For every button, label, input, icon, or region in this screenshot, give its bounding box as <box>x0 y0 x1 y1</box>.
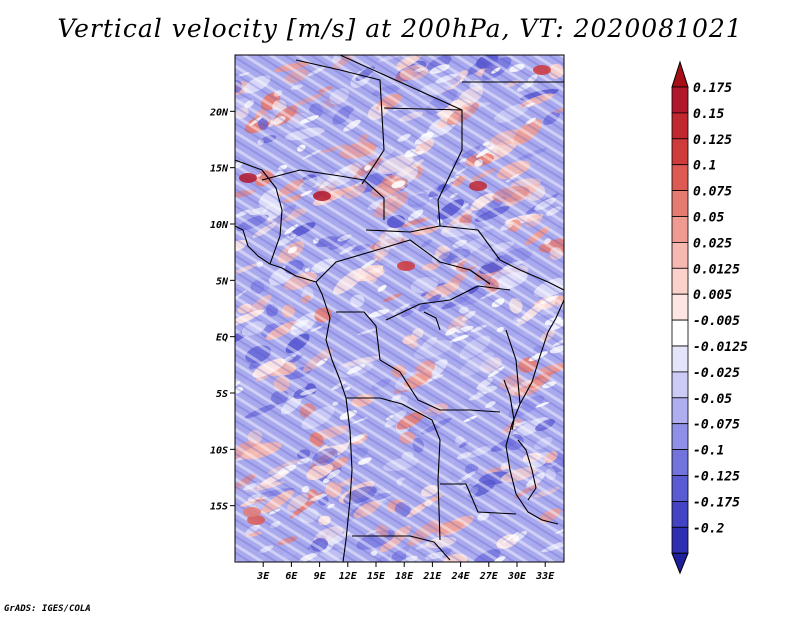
border-line <box>235 159 283 265</box>
longitude-ticks: 3E 6E 9E 12E 15E 18E 21E 24E 27E 30E 33E <box>256 562 555 582</box>
colorbar-segment <box>671 164 689 191</box>
lat-tick-label: 20N <box>209 107 229 118</box>
coastline-east <box>505 299 564 525</box>
colorbar-segment <box>671 216 689 243</box>
colorbar-segment <box>671 86 689 114</box>
colorbar-top-arrow <box>671 60 689 88</box>
border-line <box>352 535 451 561</box>
map-frame <box>234 54 565 563</box>
updraft-core <box>533 65 551 75</box>
colorbar-label: -0.05 <box>693 392 732 407</box>
colorbar-segment <box>671 293 689 321</box>
border-line <box>385 285 511 321</box>
colorbar-segment <box>671 371 689 399</box>
updraft-core <box>313 191 331 201</box>
colorbar-segment <box>671 475 689 502</box>
colorbar-label: 0.15 <box>693 107 724 122</box>
colorbar-label: 0.1 <box>693 159 716 174</box>
updraft-core <box>397 261 415 271</box>
coastline-west <box>235 225 353 562</box>
border-line <box>440 483 517 515</box>
border-line <box>336 311 381 361</box>
colorbar-bottom-arrow <box>671 552 689 575</box>
colorbar-label: 0.075 <box>693 185 732 200</box>
lake-outline <box>423 311 441 331</box>
colorbar-label: -0.125 <box>693 470 740 485</box>
lon-tick-label: 33E <box>535 571 555 582</box>
colorbar-label: 0.125 <box>693 133 732 148</box>
velocity-streaks <box>235 55 564 562</box>
updraft-core <box>247 515 265 525</box>
colorbar-label: -0.0125 <box>693 340 748 355</box>
lon-tick-label: 9E <box>314 571 327 582</box>
map-title: Vertical velocity [m/s] at 200hPa, VT: 2… <box>57 14 743 43</box>
lat-tick-label: 10S <box>210 445 228 456</box>
colorbar-label: -0.2 <box>693 521 724 536</box>
border-line <box>383 107 463 111</box>
colorbar-segment <box>671 267 689 295</box>
latitude-ticks: 20N 15N 10N 5N EQ 5S 10S 15S <box>209 107 235 513</box>
lake-outline <box>503 379 515 431</box>
border-line <box>505 329 521 405</box>
lat-tick-label: 15N <box>210 164 229 175</box>
colorbar-label: 0.005 <box>693 288 732 303</box>
lon-tick-label: 18E <box>395 571 414 582</box>
lon-tick-label: 15E <box>367 571 386 582</box>
lat-tick-label: 5N <box>216 276 229 287</box>
lon-tick-label: 6E <box>285 571 298 582</box>
colorbar-segment <box>671 345 689 373</box>
colorbar-segment <box>671 112 689 140</box>
updraft-core <box>239 173 257 183</box>
colorbar-segment <box>671 423 689 451</box>
colorbar-segment <box>671 500 689 528</box>
colorbar-segment <box>671 319 689 347</box>
border-line <box>295 59 385 185</box>
colorbar-label: 0.0125 <box>693 262 740 277</box>
colorbar-label: -0.025 <box>693 366 740 381</box>
updraft-core <box>469 181 487 191</box>
lon-tick-label: 30E <box>507 571 527 582</box>
colorbar-label: -0.1 <box>693 444 724 459</box>
colorbar-segment <box>671 449 689 476</box>
colorbar-segment <box>671 526 689 554</box>
lon-tick-label: 12E <box>339 571 358 582</box>
colorbar: 0.175 0.15 0.125 0.1 0.075 0.05 0.025 0.0125 0.0… <box>671 60 748 575</box>
colorbar-label: -0.075 <box>693 418 740 433</box>
country-borders <box>235 55 564 562</box>
lon-tick-label: 3E <box>256 571 270 582</box>
border-line <box>315 239 491 285</box>
lon-tick-label: 27E <box>479 571 499 582</box>
grads-credit: GrADS: IGES/COLA <box>4 604 91 614</box>
lat-tick-label: 15S <box>210 502 228 513</box>
colorbar-label: -0.005 <box>693 314 740 329</box>
colorbar-label: 0.05 <box>693 211 724 226</box>
colorbar-segment <box>671 190 689 217</box>
colorbar-label: 0.025 <box>693 236 732 251</box>
lat-tick-label: 5S <box>216 389 228 400</box>
lat-tick-label: EQ <box>216 333 228 344</box>
lon-tick-label: 24E <box>451 571 471 582</box>
lat-tick-label: 10N <box>210 220 229 231</box>
colorbar-label: 0.175 <box>693 81 732 96</box>
border-line <box>339 55 463 227</box>
border-line <box>365 225 564 291</box>
velocity-field <box>235 55 564 562</box>
border-line <box>346 397 441 541</box>
colorbar-label: -0.175 <box>693 495 740 510</box>
colorbar-segment <box>671 138 689 166</box>
colorbar-segment <box>671 241 689 269</box>
lon-tick-label: 21E <box>422 571 442 582</box>
border-line <box>379 359 501 413</box>
border-line <box>261 169 385 220</box>
updraft-core <box>243 507 261 517</box>
lake-outline <box>517 439 537 501</box>
colorbar-segment <box>671 397 689 425</box>
